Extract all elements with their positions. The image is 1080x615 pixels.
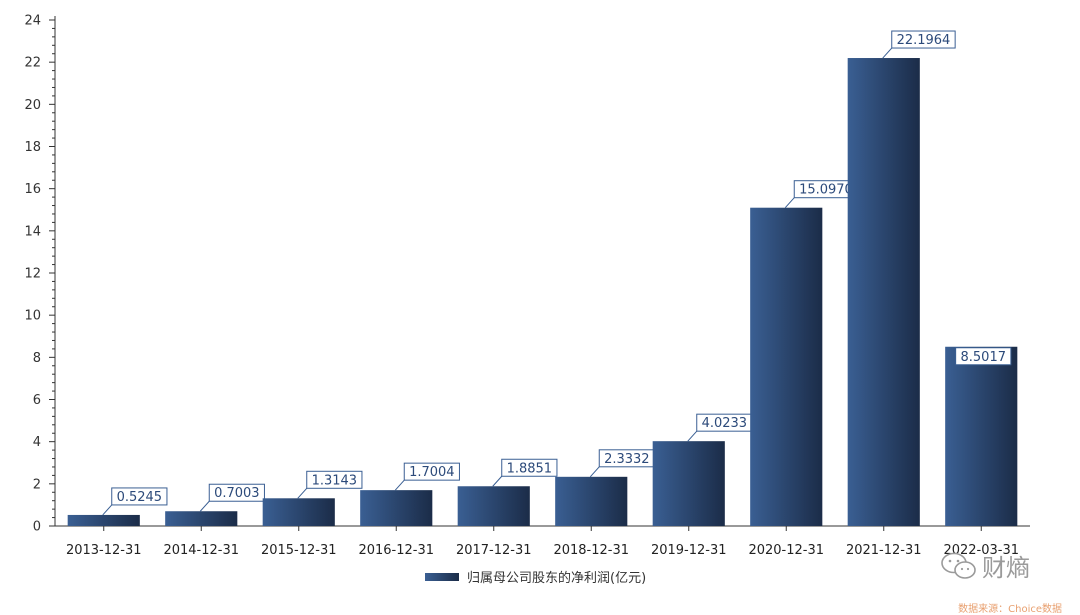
data-label-leader — [102, 504, 113, 516]
data-label-leader — [199, 500, 210, 512]
wechat-icon — [941, 552, 976, 579]
data-label-leader — [589, 466, 600, 478]
data-label-leader — [394, 479, 405, 491]
source-note: 数据来源：Choice数据 — [958, 604, 1062, 615]
bar — [165, 511, 238, 526]
x-tick-label: 2014-12-31 — [163, 543, 239, 558]
data-label: 2.3332 — [604, 452, 650, 467]
data-label: 15.0970 — [799, 183, 853, 198]
data-label-box — [955, 347, 1012, 366]
legend-swatch — [425, 572, 459, 581]
data-label: 4.0233 — [702, 416, 748, 431]
data-label-box — [501, 458, 558, 477]
bar — [945, 346, 1018, 526]
bar — [360, 490, 433, 526]
data-label: 1.3143 — [312, 473, 358, 488]
y-tick-label: 10 — [24, 309, 41, 324]
bars: 0.5245 0.7003 1.3143 1.7004 1.8851 2.3332 4.02… — [67, 30, 1018, 527]
bar — [67, 514, 140, 526]
x-axis-labels: 2013-12-31 2014-12-31 2015-12-31 2016-12-31… — [66, 526, 1019, 558]
y-tick-label: 16 — [24, 182, 41, 197]
data-label-leader — [492, 475, 503, 487]
y-tick-label: 18 — [24, 140, 41, 155]
data-label-leader — [882, 47, 893, 59]
data-label-leader — [784, 197, 795, 209]
x-tick-label: 2017-12-31 — [456, 543, 532, 558]
data-label: 0.5245 — [117, 490, 163, 505]
data-label: 8.5017 — [961, 350, 1007, 365]
y-tick-label: 20 — [24, 98, 41, 113]
y-tick-label: 2 — [33, 477, 41, 492]
bar — [262, 498, 335, 526]
x-tick-label: 2015-12-31 — [261, 543, 337, 558]
data-label-leader — [297, 487, 308, 499]
y-tick-label: 8 — [33, 351, 41, 366]
x-tick-label: 2018-12-31 — [553, 543, 629, 558]
data-label-box — [111, 487, 168, 506]
y-tick-label: 22 — [24, 56, 41, 71]
y-tick-label: 4 — [33, 435, 41, 450]
data-label: 1.7004 — [409, 465, 455, 480]
data-label-leader — [687, 430, 698, 442]
data-label: 22.1964 — [897, 33, 951, 48]
bar — [555, 476, 628, 526]
watermark: 财熵 — [940, 548, 1030, 583]
y-tick-label: 6 — [33, 393, 41, 408]
bar — [847, 58, 920, 526]
legend-label: 归属母公司股东的净利润(亿元) — [467, 571, 647, 586]
data-label: 1.8851 — [507, 461, 553, 476]
bar — [652, 441, 725, 526]
watermark-text: 财熵 — [982, 554, 1030, 582]
x-tick-label: 2019-12-31 — [651, 543, 727, 558]
y-tick-label: 14 — [24, 224, 41, 239]
y-tick-label: 12 — [24, 267, 41, 282]
x-tick-label: 2016-12-31 — [358, 543, 434, 558]
data-label-box — [208, 483, 265, 502]
bar — [750, 207, 823, 527]
data-label-box — [306, 470, 363, 489]
data-label: 0.7003 — [214, 486, 260, 501]
legend: 归属母公司股东的净利润(亿元) — [425, 567, 646, 586]
y-tick-label: 0 — [33, 520, 41, 535]
bar — [457, 486, 530, 526]
data-label-box — [403, 462, 460, 481]
x-tick-label: 2021-12-31 — [846, 543, 922, 558]
x-tick-label: 2013-12-31 — [66, 543, 142, 558]
x-tick-label: 2020-12-31 — [748, 543, 824, 558]
data-label-box — [891, 30, 956, 49]
x-tick-label: 2022-03-31 — [943, 543, 1019, 558]
y-tick-label: 24 — [24, 14, 41, 29]
